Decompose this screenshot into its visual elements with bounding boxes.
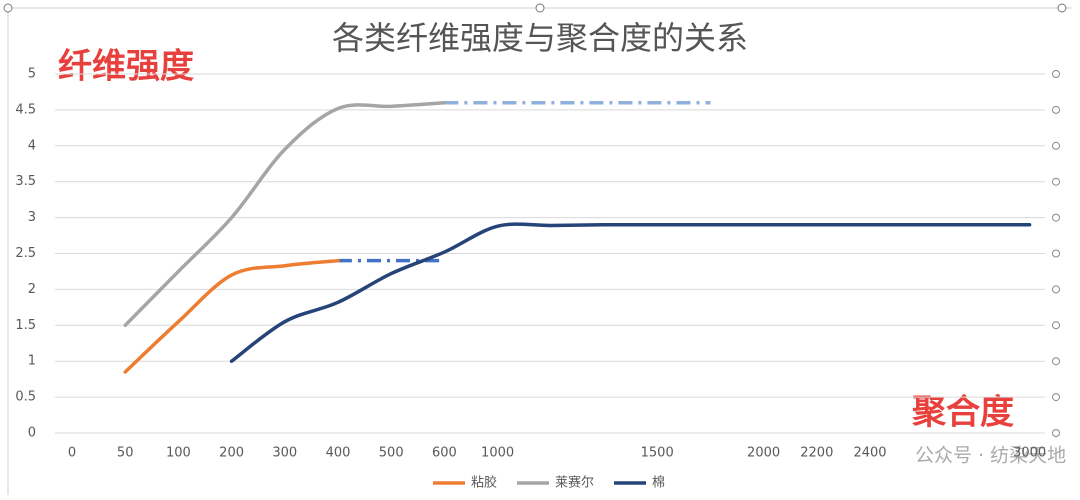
selection-handle — [1052, 285, 1060, 294]
selection-handle — [1052, 70, 1060, 78]
selection-handle — [1052, 213, 1060, 222]
y-tick-label: 3.5 — [15, 174, 36, 189]
y-tick-label: 4 — [28, 138, 36, 153]
watermark: 公众号 · 纺染天地 — [915, 445, 1066, 467]
y-tick-label: 2 — [28, 282, 36, 297]
y-tick-label: 3 — [28, 210, 36, 225]
series-line — [229, 222, 1032, 363]
x-tick-label: 2000 — [747, 446, 780, 461]
x-tick-label: 2200 — [800, 446, 833, 461]
x-tick-label: 2400 — [853, 446, 886, 461]
x-tick-label: 3000 — [1013, 446, 1046, 461]
legend-label: 莱赛尔 — [555, 475, 594, 491]
x-tick-label: 300 — [272, 446, 297, 461]
x-tick-label: 400 — [326, 446, 351, 461]
selection-handle — [1052, 393, 1060, 402]
series-line — [123, 258, 340, 374]
selection-handle — [1052, 141, 1060, 150]
selection-handle — [1052, 177, 1060, 186]
legend-label: 粘胶 — [471, 475, 497, 491]
y-tick-label: 1.5 — [15, 318, 36, 333]
legend-label: 棉 — [652, 476, 665, 491]
x-tick-label: 50 — [117, 446, 134, 461]
x-tick-label: 600 — [432, 446, 457, 461]
series-line — [123, 100, 447, 328]
x-tick-label: 200 — [219, 446, 244, 461]
y-tick-label: 1 — [28, 354, 36, 369]
y-tick-label: 5 — [28, 67, 36, 82]
x-tick-label: 1000 — [481, 446, 514, 461]
x-tick-label: 1500 — [641, 446, 674, 461]
selection-handles — [3, 3, 1067, 437]
x-tick-label: 0 — [68, 446, 76, 461]
chart-title: 各类纤维强度与聚合度的关系 — [332, 19, 748, 57]
selection-handle — [1052, 249, 1060, 258]
y-tick-label: 4.5 — [15, 102, 36, 117]
y-tick-label: 0 — [28, 426, 36, 441]
selection-handle — [1052, 429, 1060, 437]
selection-handle — [1052, 357, 1060, 366]
selection-handle — [1052, 321, 1060, 330]
selection-handle — [1052, 105, 1060, 114]
x-tick-label: 100 — [166, 446, 191, 461]
y-tick-label: 0.5 — [15, 390, 36, 405]
x-tick-label: 500 — [379, 446, 404, 461]
y-tick-label: 2.5 — [15, 246, 36, 261]
x-annotation: 聚合度 — [911, 393, 1014, 433]
y-annotation: 纤维强度 — [58, 47, 194, 87]
